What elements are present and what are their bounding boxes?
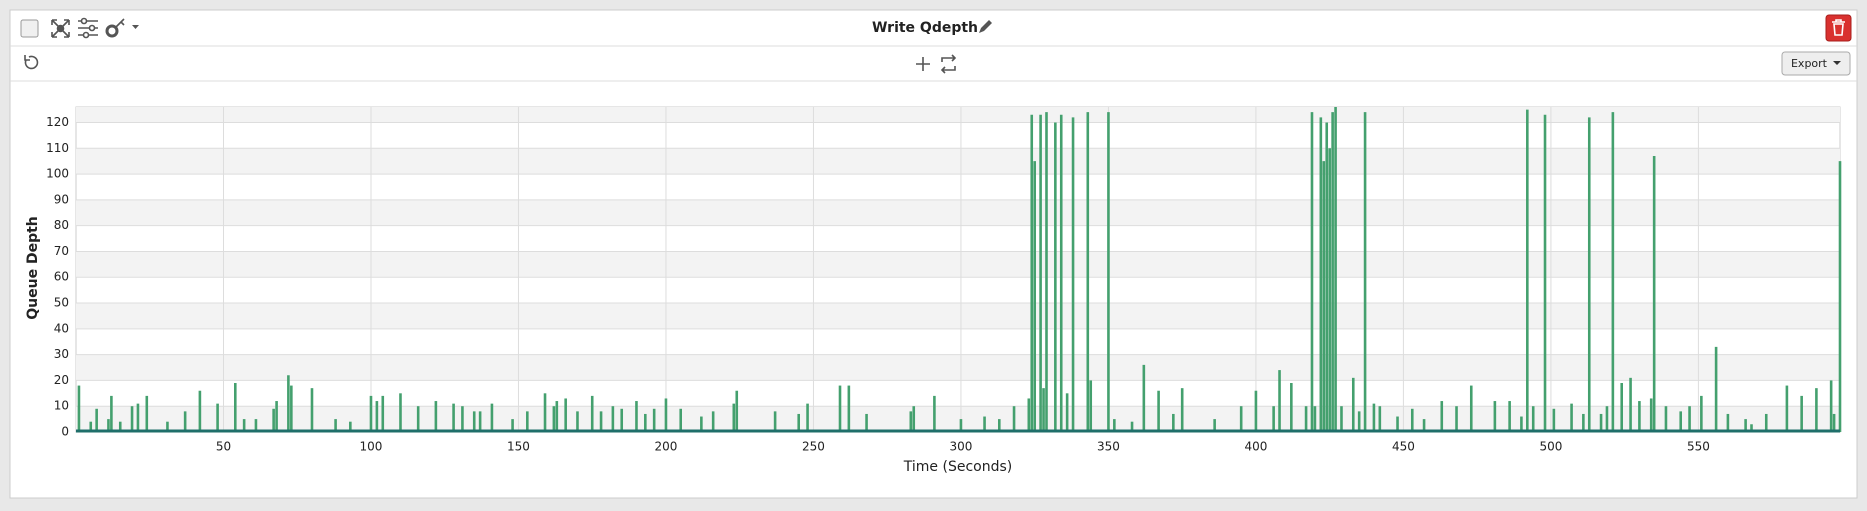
x-tick-label: 500 xyxy=(1539,440,1562,454)
add-icon[interactable] xyxy=(916,57,930,71)
y-tick-label: 100 xyxy=(46,167,69,181)
grid-band xyxy=(76,107,1840,123)
y-axis-label: Queue Depth xyxy=(25,216,41,320)
plot: 0 10 20 30 40 50 60 70 80 90 100 110 120 50 100 150 200 2… xyxy=(46,106,1842,454)
y-tick-label: 70 xyxy=(54,244,69,258)
y-tick-label: 0 xyxy=(61,425,69,439)
x-tick-label: 550 xyxy=(1687,440,1710,454)
y-tick-label: 50 xyxy=(54,296,69,310)
y-tick-label: 110 xyxy=(46,141,69,155)
x-tick-label: 250 xyxy=(802,440,825,454)
grid-band xyxy=(76,354,1840,381)
y-tick-label: 80 xyxy=(54,218,69,232)
grid-band xyxy=(76,406,1840,432)
x-tick-label: 50 xyxy=(216,440,231,454)
fullscreen-icon[interactable] xyxy=(51,19,70,38)
panel-title: Write Qdepth xyxy=(872,20,978,36)
key-icon[interactable] xyxy=(105,18,139,38)
y-tick-label: 40 xyxy=(54,321,69,335)
grid-band xyxy=(76,148,1840,175)
export-button[interactable] xyxy=(1781,51,1851,76)
grid-band xyxy=(76,303,1840,329)
y-tick-label: 90 xyxy=(54,192,69,206)
x-tick-label: 200 xyxy=(655,440,678,454)
y-tick-label: 10 xyxy=(54,399,69,413)
x-tick-label: 150 xyxy=(507,440,530,454)
x-tick-label: 450 xyxy=(1392,440,1415,454)
edit-title-icon[interactable] xyxy=(979,20,992,33)
x-tick-label: 100 xyxy=(360,440,383,454)
export-label: Export xyxy=(1791,57,1828,70)
y-tick-label: 120 xyxy=(46,115,69,129)
y-tick-label: 30 xyxy=(54,347,69,361)
settings-icon[interactable] xyxy=(78,17,98,39)
x-tick-label: 300 xyxy=(949,440,972,454)
x-axis-label: Time (Seconds) xyxy=(903,459,1012,475)
x-tick-label: 400 xyxy=(1244,440,1267,454)
export-caret xyxy=(1833,61,1841,65)
refresh-icon[interactable] xyxy=(24,55,39,70)
grid-band xyxy=(76,199,1840,226)
select-checkbox[interactable] xyxy=(20,19,39,38)
grid-band xyxy=(76,251,1840,278)
delete-icon xyxy=(1832,19,1845,36)
y-tick-label: 20 xyxy=(54,373,69,387)
delete-button[interactable] xyxy=(1825,14,1852,42)
repeat-icon[interactable] xyxy=(940,54,957,74)
x-tick-label: 350 xyxy=(1097,440,1120,454)
y-tick-label: 60 xyxy=(54,270,69,284)
